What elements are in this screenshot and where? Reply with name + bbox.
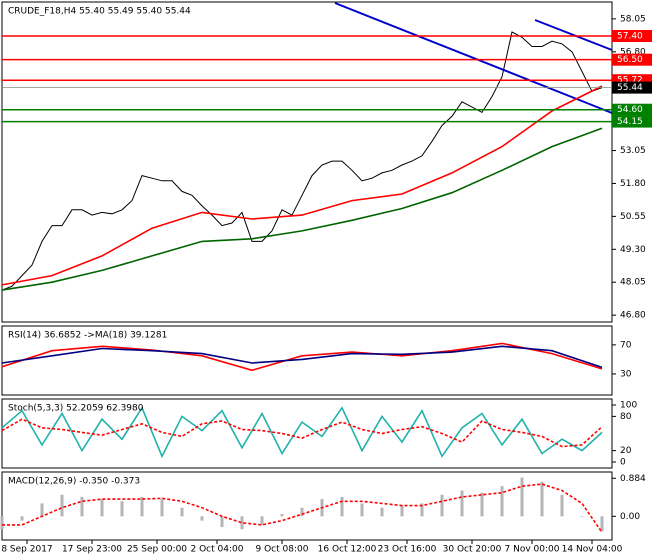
level-label-box xyxy=(612,29,652,42)
y-tick-label: 100 xyxy=(620,400,637,410)
histogram-bar xyxy=(40,503,44,517)
series-line xyxy=(2,483,603,533)
series-line xyxy=(1,418,603,448)
x-tick-label: 7 Nov 00:00 xyxy=(505,545,560,555)
histogram-bar xyxy=(540,481,544,517)
x-tick-label: 17 Sep 23:00 xyxy=(62,545,122,555)
panel-title: MACD(12,26,9) -0.350 -0.373 xyxy=(8,477,140,487)
histogram-bar xyxy=(280,514,284,517)
histogram-bar xyxy=(80,496,84,517)
y-tick-label: 70 xyxy=(620,340,632,350)
x-tick-label: 16 Oct 12:00 xyxy=(318,545,377,555)
histogram-bar xyxy=(460,490,464,517)
level-label: 55.72 xyxy=(617,76,643,86)
x-tick-label: 9 Oct 08:00 xyxy=(256,545,309,555)
x-tick-label: 8 Sep 2017 xyxy=(1,545,52,555)
panel-title: CRUDE_F18,H4 55.40 55.49 55.40 55.44 xyxy=(8,7,191,17)
histogram-bar xyxy=(500,486,504,517)
histogram-bar xyxy=(480,492,484,517)
y-tick-label: 49.30 xyxy=(620,245,646,255)
x-tick-label: 2 Oct 04:00 xyxy=(191,545,244,555)
x-tick-label: 23 Oct 16:00 xyxy=(378,545,437,555)
panel-title: RSI(14) 36.6852 ->MA(18) 39.1281 xyxy=(8,331,167,341)
histogram-bar xyxy=(180,507,184,517)
histogram-bar xyxy=(400,505,404,517)
histogram-bar xyxy=(380,507,384,517)
y-tick-label: 46.80 xyxy=(620,311,646,321)
trend-line xyxy=(534,19,613,51)
y-tick-label: 30 xyxy=(620,369,632,379)
histogram-bar xyxy=(240,516,244,530)
histogram-bar xyxy=(520,477,524,517)
histogram-bar xyxy=(300,507,304,517)
level-label: 54.15 xyxy=(617,117,643,127)
series-line xyxy=(1,345,603,369)
y-tick-label: 0.884 xyxy=(620,474,646,484)
histogram-bar xyxy=(20,516,24,521)
level-label-box xyxy=(612,53,652,66)
histogram-bar xyxy=(160,499,164,517)
histogram-bar xyxy=(580,516,584,517)
y-tick-label: 53.05 xyxy=(620,146,646,156)
x-tick-label: 14 Nov 04:00 xyxy=(562,545,623,555)
histogram-bar xyxy=(260,516,264,525)
y-tick-label: 20 xyxy=(620,446,632,456)
panel-title: Stoch(5,3,3) 52.2059 62.3980 xyxy=(8,404,144,414)
panel-frame xyxy=(1,398,613,469)
level-label-box xyxy=(612,103,652,116)
series-line xyxy=(1,406,603,459)
histogram-bar xyxy=(340,496,344,517)
y-tick-label: 51.80 xyxy=(620,179,646,189)
series-line xyxy=(1,85,603,286)
level-label: 56.50 xyxy=(617,55,643,65)
series-line xyxy=(1,342,603,372)
y-tick-label: 58.05 xyxy=(620,14,646,24)
level-label-box xyxy=(612,115,652,128)
histogram-bar xyxy=(100,499,104,517)
panel-frame xyxy=(1,471,613,541)
y-tick-label: 0.00 xyxy=(620,512,640,522)
last-price-box xyxy=(612,81,652,94)
panel-frame xyxy=(1,325,613,396)
trend-line xyxy=(334,2,613,114)
y-tick-label: 0 xyxy=(620,458,626,468)
y-tick-label: 50.55 xyxy=(620,212,646,222)
last-price-label: 55.44 xyxy=(617,83,643,93)
x-tick-label: 25 Sep 00:00 xyxy=(127,545,187,555)
histogram-bar xyxy=(140,496,144,517)
histogram-bar xyxy=(600,516,604,532)
series-line xyxy=(1,31,603,291)
x-tick-label: 30 Oct 20:00 xyxy=(443,545,502,555)
level-label: 57.40 xyxy=(617,31,643,41)
level-label: 54.60 xyxy=(617,105,643,115)
histogram-bar xyxy=(200,516,204,521)
y-tick-label: 80 xyxy=(620,412,632,422)
histogram-bar xyxy=(0,516,4,530)
histogram-bar xyxy=(220,516,224,528)
series-line xyxy=(1,127,603,291)
histogram-bar xyxy=(420,503,424,517)
histogram-bar xyxy=(60,494,64,517)
histogram-bar xyxy=(120,501,124,517)
panel-frame xyxy=(1,1,613,323)
y-tick-label: 48.05 xyxy=(620,278,646,288)
histogram-bar xyxy=(360,503,364,517)
histogram-bar xyxy=(560,494,564,517)
y-tick-label: 56.80 xyxy=(620,47,646,57)
histogram-bar xyxy=(440,494,444,517)
